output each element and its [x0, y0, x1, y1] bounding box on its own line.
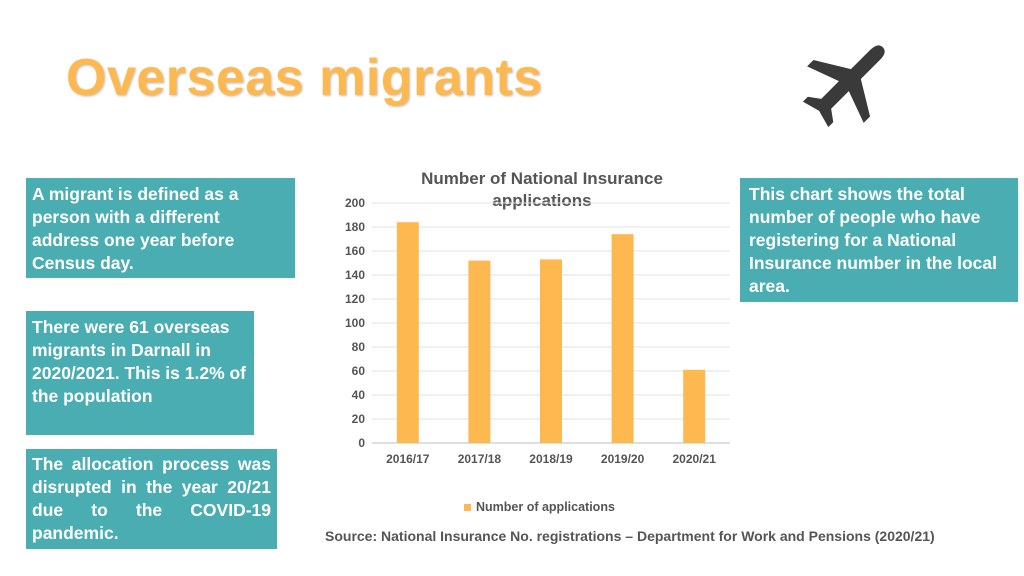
- x-tick-label: 2017/18: [458, 452, 502, 466]
- source-note: Source: National Insurance No. registrat…: [325, 528, 935, 544]
- y-tick-label: 80: [352, 340, 366, 354]
- chart-explanation-box: This chart shows the total number of peo…: [740, 178, 1018, 302]
- bar: [540, 259, 562, 443]
- x-tick-label: 2019/20: [601, 452, 645, 466]
- y-tick-label: 40: [352, 388, 366, 402]
- y-tick-label: 200: [345, 196, 365, 210]
- airplane-icon: [802, 45, 885, 128]
- y-tick-label: 100: [345, 316, 365, 330]
- migrant-definition-box: A migrant is defined as a person with a …: [26, 178, 295, 278]
- x-tick-label: 2020/21: [673, 452, 717, 466]
- legend-label: Number of applications: [476, 500, 615, 514]
- legend-swatch: [464, 503, 471, 511]
- y-tick-label: 120: [345, 292, 365, 306]
- migrant-count-box: There were 61 overseas migrants in Darna…: [26, 311, 254, 435]
- bar: [611, 234, 634, 443]
- x-tick-label: 2016/17: [386, 452, 430, 466]
- page-title: Overseas migrants: [66, 49, 543, 107]
- y-tick-label: 20: [352, 412, 366, 426]
- bar-chart: 0 20 40 60 80 100 120 140 160 180 200 2016/17 2017/1…: [345, 196, 730, 466]
- y-tick-label: 0: [358, 436, 365, 450]
- bar: [396, 222, 419, 443]
- x-tick-label: 2018/19: [529, 452, 573, 466]
- covid-note-box: The allocation process was disrupted in …: [26, 449, 277, 549]
- y-tick-label: 160: [345, 244, 365, 258]
- chart-title: Number of National Insurance application…: [421, 169, 663, 210]
- bar: [683, 369, 706, 443]
- y-tick-label: 140: [345, 268, 365, 282]
- chart-legend: Number of applications: [464, 500, 615, 514]
- y-tick-label: 60: [352, 364, 366, 378]
- bar: [468, 260, 491, 443]
- y-tick-label: 180: [345, 220, 365, 234]
